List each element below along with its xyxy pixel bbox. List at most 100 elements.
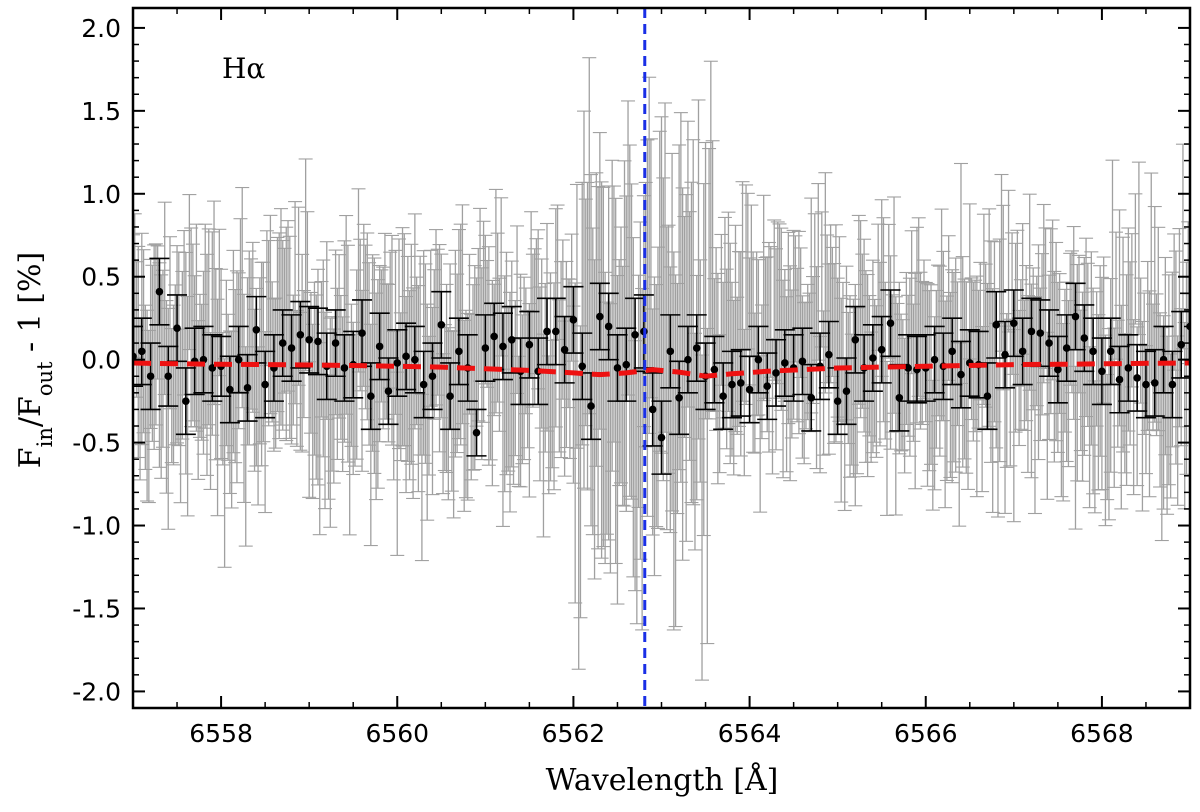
unbinned-point: [982, 208, 997, 427]
unbinned-point: [885, 294, 900, 433]
binned-point: [651, 400, 672, 475]
binned-point: [1083, 317, 1104, 386]
binned-point: [1003, 289, 1024, 358]
binned-point: [299, 305, 320, 374]
unbinned-point: [626, 237, 641, 578]
unbinned-point: [367, 257, 382, 474]
binned-point: [1118, 333, 1139, 402]
binned-point: [986, 290, 1007, 359]
y-label-slash: /F: [13, 396, 48, 427]
binned-point: [149, 257, 170, 326]
binned-point: [704, 335, 725, 404]
binned-point: [660, 314, 681, 389]
binned-point: [1012, 317, 1033, 386]
binned-point: [818, 320, 839, 389]
y-label-out: out: [33, 361, 57, 396]
binned-point: [572, 332, 593, 401]
unbinned-point: [420, 303, 435, 521]
binned-point: [431, 290, 452, 359]
binned-point: [1127, 343, 1148, 412]
binned-point: [757, 352, 778, 421]
binned-point: [906, 335, 927, 404]
binned-point: [307, 307, 328, 376]
y-tick-label: 1.0: [81, 180, 121, 209]
binned-point: [519, 310, 540, 379]
unbinned-point: [226, 249, 241, 454]
model-line: [133, 360, 1190, 379]
unbinned-point: [458, 309, 473, 499]
y-tick-label: 1.5: [81, 97, 121, 126]
unbinned-point: [735, 181, 750, 402]
y-label-rest: - 1 [%]: [13, 252, 48, 362]
binned-point: [140, 342, 161, 411]
y-tick-label: -2.0: [72, 677, 121, 706]
line-annotation: Hα: [222, 52, 265, 85]
x-axis-title: Wavelength [Å]: [546, 762, 779, 798]
unbinned-point: [1066, 225, 1081, 420]
unbinned-point: [159, 300, 174, 494]
binned-point: [228, 325, 249, 394]
binned-point: [1091, 337, 1112, 406]
binned-point: [369, 312, 390, 381]
binned-point: [466, 408, 487, 457]
binned-point: [1100, 317, 1121, 386]
binned-point: [871, 315, 892, 384]
binned-point: [1074, 304, 1095, 373]
x-tick-label: 6560: [365, 719, 429, 748]
binned-point: [862, 324, 883, 392]
binned-point: [545, 297, 566, 366]
unbinned-point: [876, 217, 891, 423]
binned-point: [880, 289, 901, 358]
binned-point: [792, 327, 813, 396]
binned-point: [422, 342, 443, 411]
binned-point: [554, 315, 575, 384]
unbinned-point: [481, 246, 496, 466]
unbinned-point: [969, 275, 984, 498]
x-tick-label: 6564: [718, 719, 782, 748]
y-tick-label: -0.5: [72, 429, 121, 458]
y-axis-title: Fin/Fout - 1 [%]: [13, 252, 57, 468]
binned-point: [766, 338, 787, 407]
binned-point: [730, 348, 751, 417]
unbinned-point: [710, 272, 725, 485]
binned-point: [413, 350, 434, 419]
binned-point: [360, 362, 381, 431]
binned-point: [1065, 282, 1086, 351]
y-tick-label: 0.5: [81, 263, 121, 292]
unbinned-point: [684, 181, 699, 504]
binned-point: [1144, 348, 1165, 417]
binned-point: [158, 345, 179, 407]
binned-point: [748, 325, 769, 394]
unbinned-point: [1168, 250, 1183, 465]
binned-point: [290, 300, 311, 369]
unbinned-point: [499, 251, 514, 476]
binned-point: [492, 312, 513, 381]
binned-point: [616, 327, 637, 402]
unbinned-point: [488, 188, 503, 414]
binned-point: [598, 292, 619, 361]
binned-point: [898, 333, 919, 402]
binned-point: [739, 355, 760, 424]
binned-point: [1039, 309, 1060, 378]
binned-point: [193, 325, 214, 394]
binned-point: [219, 355, 240, 424]
binned-point: [404, 325, 425, 394]
y-tick-label: -1.5: [72, 594, 121, 623]
unbinned-point: [1179, 261, 1190, 475]
x-tick-labels: 6558 6560 6562 6564 6566 6568: [189, 719, 1133, 748]
binned-point: [334, 333, 355, 402]
unbinned-point: [1008, 242, 1023, 433]
binned-point: [589, 282, 610, 351]
x-tick-label: 6568: [1070, 719, 1134, 748]
binned-point: [440, 362, 461, 431]
unbinned-point: [872, 261, 887, 447]
binned-point: [845, 305, 866, 374]
unbinned-point: [594, 181, 609, 559]
y-tick-label: 2.0: [81, 14, 121, 43]
binned-point: [448, 317, 469, 386]
binned-point: [133, 317, 152, 386]
binned-point: [255, 350, 276, 419]
binned-point: [774, 329, 795, 397]
binned-point: [281, 314, 302, 383]
